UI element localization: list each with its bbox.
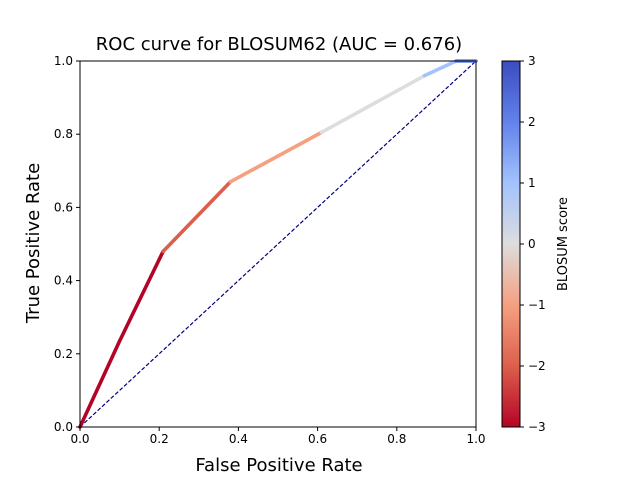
roc-segment	[117, 249, 165, 343]
roc-segment	[319, 73, 427, 135]
y-tick-label: 0.0	[54, 420, 73, 434]
plot-frame	[79, 60, 477, 428]
x-tick-label: 0.8	[387, 432, 406, 446]
roc-segment	[228, 130, 324, 184]
x-tick-label: 0.0	[70, 432, 89, 446]
colorbar-label: BLOSUM score	[556, 197, 571, 291]
colorbar-tick-label: −3	[528, 420, 546, 434]
colorbar-tick-label: −2	[528, 359, 546, 373]
y-tick-label: 0.2	[54, 347, 73, 361]
x-tick-label: 1.0	[466, 432, 485, 446]
y-tick-label: 0.4	[54, 274, 73, 288]
x-tick-label: 0.2	[150, 432, 169, 446]
roc-segment	[422, 59, 459, 78]
x-axis-label: False Positive Rate	[195, 455, 362, 476]
colorbar-axis: −3 −2 −1 0 1 2 3	[520, 54, 546, 434]
colorbar-tick-label: −1	[528, 298, 546, 312]
colorbar-tick-label: 1	[528, 176, 536, 190]
roc-segment	[161, 179, 233, 254]
chart-title: ROC curve for BLOSUM62 (AUC = 0.676)	[96, 34, 462, 55]
y-tick-label: 0.8	[54, 127, 73, 141]
y-tick-label: 1.0	[54, 54, 73, 68]
roc-segment	[78, 339, 122, 429]
y-tick-label: 0.6	[54, 200, 73, 214]
y-axis-label: True Positive Rate	[23, 163, 44, 324]
colorbar-tick-label: 2	[528, 115, 536, 129]
plot-area: 0.0 0.2 0.4 0.6 0.8 1.0 0.0 0.2 0.4 0.6 0.8 1.0	[54, 54, 486, 446]
colorbar-tick-label: 3	[528, 54, 536, 68]
reference-diagonal	[79, 60, 477, 428]
x-tick-label: 0.6	[308, 432, 327, 446]
colorbar-tick-label: 0	[528, 237, 536, 251]
colorbar	[501, 60, 521, 428]
x-tick-label: 0.4	[229, 432, 248, 446]
